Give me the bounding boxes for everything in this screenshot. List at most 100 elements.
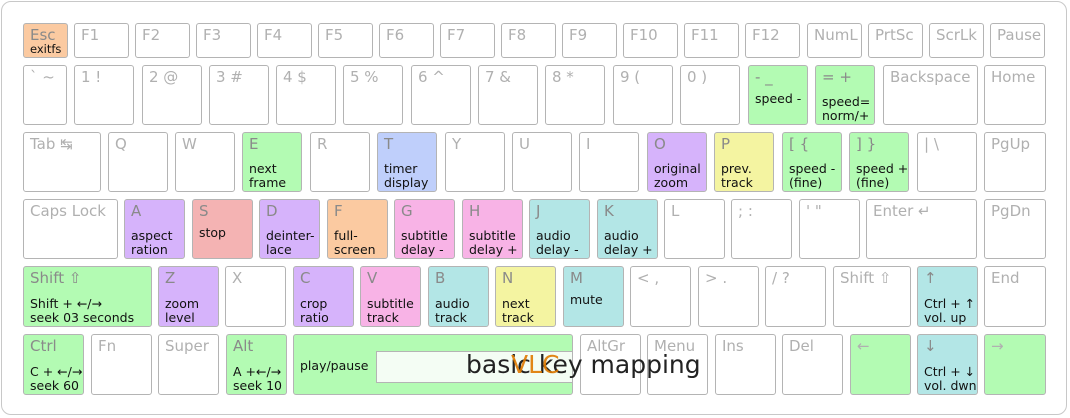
key-function: Shift + ←/→ seek 03 seconds [30, 296, 135, 325]
key-function: crop ratio [300, 296, 329, 325]
key-7-r1c7: 7 & [478, 65, 538, 125]
key-esc-r0c0: Esc exitfs [23, 23, 68, 58]
key-sym-r1c11: - _ speed - [748, 65, 808, 125]
key-l-r3c9: L [664, 199, 725, 259]
key-f2-r0c2: F2 [135, 23, 190, 58]
key-function: subtitle delay - [401, 228, 448, 257]
key-label: K [604, 202, 614, 220]
key-function: speed + (fine) [856, 161, 909, 190]
key-label: O [654, 135, 666, 153]
key-i-r2c8: I [579, 132, 639, 192]
key-label: B [435, 269, 446, 287]
key-sym-r3c11: ' " [799, 199, 860, 259]
key-y-r2c6: Y [445, 132, 505, 192]
key-function: zoom level [165, 296, 200, 325]
key-pgdn-r3c13: PgDn [984, 199, 1046, 259]
key-sym-r4c9: > . [698, 266, 759, 327]
key-function: next frame [249, 161, 287, 190]
key-label: Enter ↵ [873, 202, 931, 220]
key-tab-r2c0: Tab ↹ [23, 132, 101, 192]
key-f3-r0c3: F3 [196, 23, 251, 58]
key-function: Ctrl + ↓ vol. dwn [924, 364, 977, 393]
key-label: X [232, 269, 243, 287]
key-label: | \ [924, 135, 939, 153]
key-ctrl-r5c0: Ctrl C + ←/→ seek 60 [23, 334, 84, 395]
key-function: speed= norm/+ [822, 94, 871, 123]
key-sym-r4c8: < , [630, 266, 691, 327]
key-label: F1 [81, 26, 100, 44]
key-function: full- screen [334, 228, 376, 257]
key-label: M [570, 269, 583, 287]
key-label: F8 [508, 26, 527, 44]
key-label: / ? [772, 269, 790, 287]
key-f4-r0c4: F4 [257, 23, 312, 58]
key-label: 1 ! [81, 68, 102, 86]
key-label: 4 $ [283, 68, 307, 86]
key-label: F10 [630, 26, 658, 44]
diagram-title: basic key mapping [466, 350, 701, 379]
key-label: Z [165, 269, 176, 287]
key-label: Tab ↹ [30, 135, 73, 153]
key-scrlk-r0c15: ScrLk [929, 23, 984, 58]
key-label: U [519, 135, 530, 153]
key-f5-r0c5: F5 [318, 23, 373, 58]
key-label: 5 % [350, 68, 379, 86]
key-6-r1c6: 6 ^ [411, 65, 471, 125]
key-label: ← [857, 337, 870, 355]
key-fn-r5c1: Fn [91, 334, 152, 395]
key-label: Shift ⇧ [840, 269, 892, 287]
key-pause-r0c16: Pause [990, 23, 1045, 58]
key-label: ; : [738, 202, 753, 220]
title-box [376, 351, 573, 383]
key-function: original zoom [654, 161, 701, 190]
key-sym-r5c9: ← [850, 334, 911, 395]
key-function: prev. track [721, 161, 753, 190]
key-function: audio delay + [604, 228, 653, 257]
key-function: A +←/→ seek 10 [233, 364, 283, 393]
key-label: 7 & [485, 68, 512, 86]
key-end-r4c13: End [984, 266, 1046, 327]
key-numl-r0c13: NumL [807, 23, 862, 58]
key-4-r1c4: 4 $ [276, 65, 336, 125]
key-label: 3 # [216, 68, 243, 86]
key-label: Y [452, 135, 462, 153]
key-f7-r0c7: F7 [440, 23, 495, 58]
key-sym-r4c10: / ? [765, 266, 826, 327]
key-sym-r2c12: ] } speed + (fine) [849, 132, 909, 192]
key-label: End [991, 269, 1020, 287]
key-label: ' " [806, 202, 822, 220]
key-label: E [249, 135, 259, 153]
key-label: T [384, 135, 394, 153]
key-f10-r0c10: F10 [623, 23, 678, 58]
key-altgr-r5c5: AltGr [580, 334, 641, 395]
key-del-r5c8: Del [782, 334, 843, 395]
key-label: F3 [203, 26, 222, 44]
key-label: F12 [752, 26, 780, 44]
key-label: G [401, 202, 413, 220]
key-label: W [182, 135, 197, 153]
key-label: 9 ( [620, 68, 641, 86]
key-f12-r0c12: F12 [745, 23, 800, 58]
key-label: ] } [856, 135, 877, 153]
key-function: play/pause [300, 358, 369, 373]
key-f6-r0c6: F6 [379, 23, 434, 58]
key-label: - _ [755, 68, 773, 86]
key-super-r5c2: Super [158, 334, 219, 395]
key-label: 8 * [552, 68, 574, 86]
key-function: mute [570, 292, 603, 307]
key-shift-r4c0: Shift ⇧ Shift + ←/→ seek 03 seconds [23, 266, 152, 327]
key-label: F11 [691, 26, 719, 44]
key-sym-r2c13: | \ [917, 132, 977, 192]
key-label: > . [705, 269, 728, 287]
key-label: PrtSc [875, 26, 914, 44]
key-function: audio delay - [536, 228, 579, 257]
key-f8-r0c8: F8 [501, 23, 556, 58]
key-backspace-r1c13: Backspace [883, 65, 978, 125]
